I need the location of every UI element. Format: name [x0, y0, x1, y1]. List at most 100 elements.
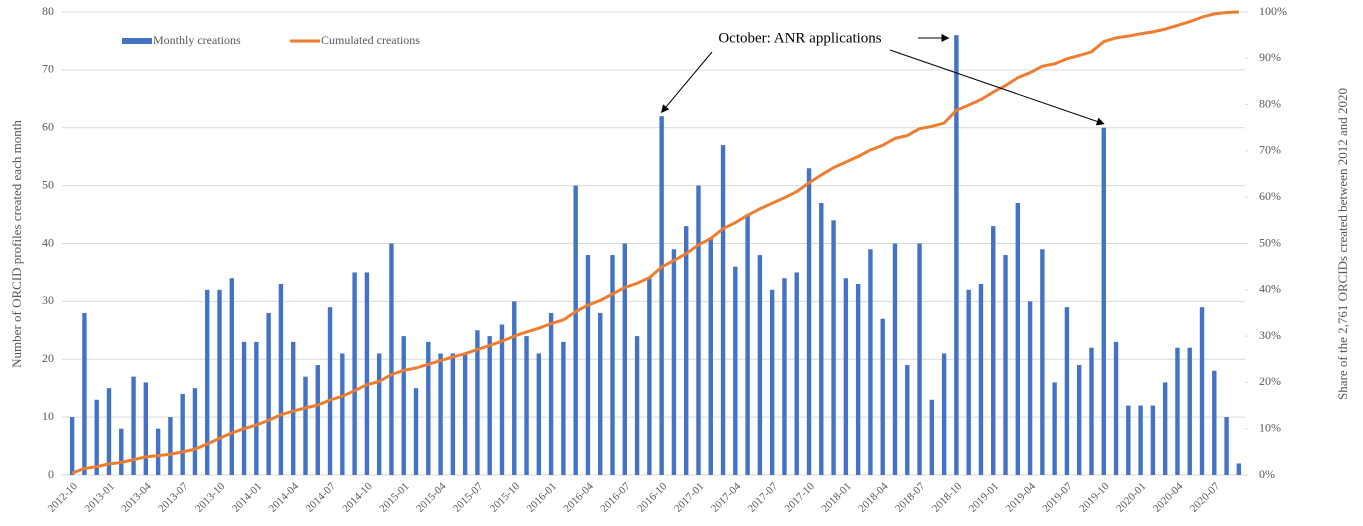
bar	[217, 289, 222, 475]
x-tick-label: 2018-07	[893, 480, 928, 515]
bar	[1138, 405, 1143, 475]
y-axis-label: Number of ORCID profiles created each mo…	[9, 120, 24, 368]
bar	[1212, 370, 1217, 475]
x-tick-label: 2013-07	[156, 480, 191, 515]
x-tick-label: 2019-07	[1040, 480, 1075, 515]
y-tick-label: 10	[42, 409, 54, 423]
x-tick-label: 2016-04	[561, 480, 596, 515]
x-tick-label: 2017-10	[783, 480, 818, 515]
bar	[512, 301, 517, 475]
y-tick-label: 60	[42, 120, 54, 134]
y2-tick-label: 20%	[1259, 374, 1281, 388]
bar	[450, 353, 456, 475]
x-tick-label: 2015-01	[377, 480, 411, 514]
y2-tick-label: 60%	[1259, 189, 1281, 203]
bar	[254, 341, 259, 475]
bar	[69, 417, 75, 475]
y-tick-label: 20	[42, 351, 54, 365]
y2-tick-label: 70%	[1259, 143, 1281, 157]
bar	[94, 399, 99, 475]
bar	[1187, 347, 1192, 475]
annotation: October: ANR applications	[718, 30, 881, 46]
x-tick-label: 2016-10	[635, 480, 670, 515]
bar	[1064, 307, 1070, 475]
bar	[1224, 417, 1229, 475]
x-tick-label: 2013-04	[119, 480, 154, 515]
annotation-arrow	[660, 51, 713, 113]
line	[71, 10, 1239, 475]
bar	[1003, 255, 1008, 475]
bar	[1175, 347, 1180, 475]
bar	[1052, 382, 1057, 475]
bar	[499, 324, 505, 475]
y2-tick-label: 10%	[1259, 420, 1281, 434]
x-tick-label: 2015-10	[488, 480, 523, 515]
x-tick-label: 2013-01	[82, 480, 116, 514]
bar	[131, 376, 136, 475]
bar	[684, 226, 689, 475]
bar	[622, 243, 627, 475]
bar	[585, 255, 591, 475]
y-tick-label: 30	[42, 293, 54, 307]
x-tick-label: 2014-07	[304, 480, 339, 515]
bar	[659, 116, 664, 476]
bar	[401, 336, 406, 475]
bar	[426, 341, 431, 475]
y2-axis-label: Share of the 2,761 ORCIDs created betwee…	[1335, 88, 1350, 400]
y2-tick-label: 40%	[1259, 282, 1281, 296]
bar	[1150, 405, 1156, 475]
bar	[106, 388, 112, 475]
bar	[303, 376, 308, 475]
bar	[647, 278, 652, 475]
x-tick-label: 2019-04	[1004, 480, 1039, 515]
bar	[1015, 202, 1020, 476]
bar	[892, 243, 898, 475]
x-tick-label: 2014-04	[267, 480, 302, 515]
x-tick-label: 2019-01	[967, 480, 1001, 514]
bar	[438, 353, 443, 475]
bar	[941, 353, 947, 475]
bar	[155, 428, 161, 475]
bar	[991, 226, 996, 475]
x-tick-label: 2016-07	[598, 480, 633, 515]
bar	[1077, 365, 1082, 475]
y-tick-label: 50	[42, 177, 54, 191]
bar	[524, 336, 529, 475]
x-tick-label: 2015-07	[451, 480, 486, 515]
bar	[413, 388, 419, 475]
bar	[819, 202, 824, 476]
bar	[954, 35, 959, 476]
bar	[598, 312, 603, 475]
bar	[266, 312, 271, 475]
bar	[905, 365, 910, 475]
bar	[475, 330, 480, 475]
bar	[229, 278, 234, 475]
x-tick-label: 2019-10	[1077, 480, 1112, 515]
bar	[389, 243, 394, 475]
bar	[1236, 463, 1242, 475]
annotation-arrow	[889, 49, 1105, 126]
bar	[671, 249, 677, 475]
y-tick-label: 40	[42, 235, 54, 249]
bar	[241, 341, 247, 475]
bar	[855, 284, 861, 475]
bar	[831, 220, 836, 475]
bar	[119, 428, 124, 475]
bar	[868, 249, 873, 475]
bar	[180, 393, 185, 475]
bar	[462, 353, 468, 475]
bar	[843, 278, 849, 475]
x-tick-label: 2017-01	[672, 480, 706, 514]
bar	[1101, 127, 1106, 475]
bar	[1162, 382, 1168, 475]
x-tick-label: 2020-07	[1188, 480, 1223, 515]
x-tick-label: 2013-10	[193, 480, 228, 515]
legend-label: Monthly creations	[153, 33, 241, 47]
y2-tick-label: 100%	[1259, 4, 1287, 18]
x-tick-label: 2017-04	[709, 480, 744, 515]
x-tick-label: 2018-01	[819, 480, 853, 514]
y2-tick-label: 0%	[1259, 467, 1275, 481]
bar	[806, 168, 812, 475]
x-tick-label: 2020-01	[1114, 480, 1148, 514]
